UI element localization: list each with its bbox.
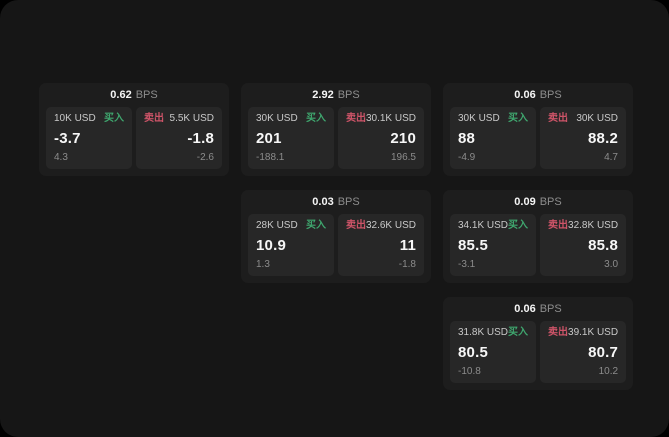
sell-side-label: 卖出 — [345, 220, 366, 231]
sell-quote-panel[interactable]: 卖出 30.1K USD 210 196.5 — [337, 107, 424, 169]
spread-header: 0.03 BPS — [248, 194, 424, 214]
buy-price: 10.9 — [256, 237, 286, 254]
sell-size: 30.1K USD — [365, 113, 416, 124]
spread-header: 0.06 BPS — [450, 301, 626, 321]
buy-price: -3.7 — [54, 130, 81, 147]
sell-price: 85.8 — [588, 237, 619, 254]
sell-price: 210 — [390, 130, 416, 147]
sell-sub-value: 4.7 — [604, 152, 618, 163]
sell-side-label: 卖出 — [548, 220, 569, 231]
buy-size: 30K USD — [458, 113, 500, 124]
buy-quote-panel[interactable]: 30K USD 买入 201 -188.1 — [248, 107, 334, 169]
spread-header: 0.06 BPS — [450, 87, 626, 107]
buy-size: 30K USD — [256, 113, 298, 124]
sell-size: 30K USD — [576, 113, 618, 124]
spread-unit: BPS — [337, 89, 360, 101]
spread-value: 0.06 — [514, 303, 536, 315]
buy-size: 31.8K USD — [458, 327, 509, 338]
spread-value: 0.09 — [514, 196, 536, 208]
spread-value: 2.92 — [312, 89, 334, 101]
sell-side-label: 卖出 — [548, 113, 568, 124]
sell-quote-panel[interactable]: 卖出 30K USD 88.2 4.7 — [540, 107, 626, 169]
buy-side-label: 买入 — [104, 113, 124, 124]
buy-price: 85.5 — [458, 237, 488, 254]
spread-header: 0.62 BPS — [46, 87, 222, 107]
buy-side-label: 买入 — [508, 327, 529, 338]
buy-side-label: 买入 — [305, 113, 326, 124]
sell-price: -1.8 — [187, 130, 214, 147]
sell-sub-value: -1.8 — [398, 259, 416, 270]
sell-sub-value: 10.2 — [598, 366, 619, 377]
quote-grid: 0.62 BPS 10K USD 买入 -3.7 4.3 卖出 5.5K USD — [39, 83, 633, 390]
sell-size: 39.1K USD — [568, 327, 619, 338]
sell-quote-panel[interactable]: 卖出 5.5K USD -1.8 -2.6 — [136, 107, 222, 169]
sell-side-label: 卖出 — [144, 113, 164, 124]
spread-value: 0.62 — [110, 89, 132, 101]
buy-size: 34.1K USD — [458, 220, 509, 231]
quote-panels: 28K USD 买入 10.9 1.3 卖出 32.6K USD 11 -1.8 — [248, 214, 424, 276]
sell-sub-value: 196.5 — [390, 152, 416, 163]
spread-value: 0.03 — [312, 196, 334, 208]
sell-size: 32.6K USD — [365, 220, 416, 231]
spread-unit: BPS — [539, 89, 562, 101]
quote-card: 0.06 BPS 31.8K USD 买入 80.5 -10.8 卖出 39.1K… — [443, 297, 633, 390]
buy-sub-value: -4.9 — [458, 152, 476, 163]
spread-unit: BPS — [135, 89, 158, 101]
quote-card: 0.62 BPS 10K USD 买入 -3.7 4.3 卖出 5.5K USD — [39, 83, 229, 176]
quote-panels: 34.1K USD 买入 85.5 -3.1 卖出 32.8K USD 85.8… — [450, 214, 627, 276]
quote-panels: 31.8K USD 买入 80.5 -10.8 卖出 39.1K USD 80.… — [450, 321, 627, 383]
buy-price: 80.5 — [458, 344, 488, 361]
quote-panels: 30K USD 买入 201 -188.1 卖出 30.1K USD 210 1… — [248, 107, 424, 169]
spread-unit: BPS — [337, 196, 360, 208]
quote-panels: 30K USD 买入 88 -4.9 卖出 30K USD 88.2 4.7 — [450, 107, 626, 169]
quote-card: 2.92 BPS 30K USD 买入 201 -188.1 卖出 30.1K U… — [241, 83, 431, 176]
buy-price: 88 — [458, 130, 476, 147]
buy-quote-panel[interactable]: 30K USD 买入 88 -4.9 — [450, 107, 536, 169]
sell-quote-panel[interactable]: 卖出 39.1K USD 80.7 10.2 — [540, 321, 627, 383]
sell-price: 11 — [399, 237, 416, 254]
buy-size: 10K USD — [54, 113, 96, 124]
buy-quote-panel[interactable]: 34.1K USD 买入 85.5 -3.1 — [450, 214, 537, 276]
sell-quote-panel[interactable]: 卖出 32.6K USD 11 -1.8 — [337, 214, 424, 276]
sell-size: 5.5K USD — [169, 113, 214, 124]
sell-quote-panel[interactable]: 卖出 32.8K USD 85.8 3.0 — [540, 214, 627, 276]
sell-price: 80.7 — [588, 344, 619, 361]
buy-sub-value: 4.3 — [54, 152, 68, 163]
spread-unit: BPS — [539, 303, 562, 315]
spread-header: 2.92 BPS — [248, 87, 424, 107]
buy-sub-value: -3.1 — [458, 259, 476, 270]
buy-sub-value: -10.8 — [458, 366, 481, 377]
buy-quote-panel[interactable]: 31.8K USD 买入 80.5 -10.8 — [450, 321, 537, 383]
buy-side-label: 买入 — [508, 220, 529, 231]
buy-quote-panel[interactable]: 28K USD 买入 10.9 1.3 — [248, 214, 334, 276]
quote-panels: 10K USD 买入 -3.7 4.3 卖出 5.5K USD -1.8 -2.… — [46, 107, 222, 169]
sell-size: 32.8K USD — [568, 220, 619, 231]
buy-quote-panel[interactable]: 10K USD 买入 -3.7 4.3 — [46, 107, 132, 169]
buy-price: 201 — [256, 130, 282, 147]
buy-size: 28K USD — [256, 220, 298, 231]
buy-sub-value: 1.3 — [256, 259, 270, 270]
sell-sub-value: -2.6 — [196, 152, 214, 163]
sell-sub-value: 3.0 — [604, 259, 619, 270]
spread-header: 0.09 BPS — [450, 194, 626, 214]
spread-unit: BPS — [539, 196, 562, 208]
quote-card: 0.06 BPS 30K USD 买入 88 -4.9 卖出 30K USD — [443, 83, 633, 176]
quote-card: 0.03 BPS 28K USD 买入 10.9 1.3 卖出 32.6K USD — [241, 190, 431, 283]
spread-value: 0.06 — [514, 89, 536, 101]
quote-card: 0.09 BPS 34.1K USD 买入 85.5 -3.1 卖出 32.8K … — [443, 190, 633, 283]
buy-side-label: 买入 — [305, 220, 326, 231]
sell-side-label: 卖出 — [548, 327, 569, 338]
sell-side-label: 卖出 — [345, 113, 366, 124]
buy-sub-value: -188.1 — [256, 152, 285, 163]
buy-side-label: 买入 — [508, 113, 528, 124]
sell-price: 88.2 — [588, 130, 618, 147]
